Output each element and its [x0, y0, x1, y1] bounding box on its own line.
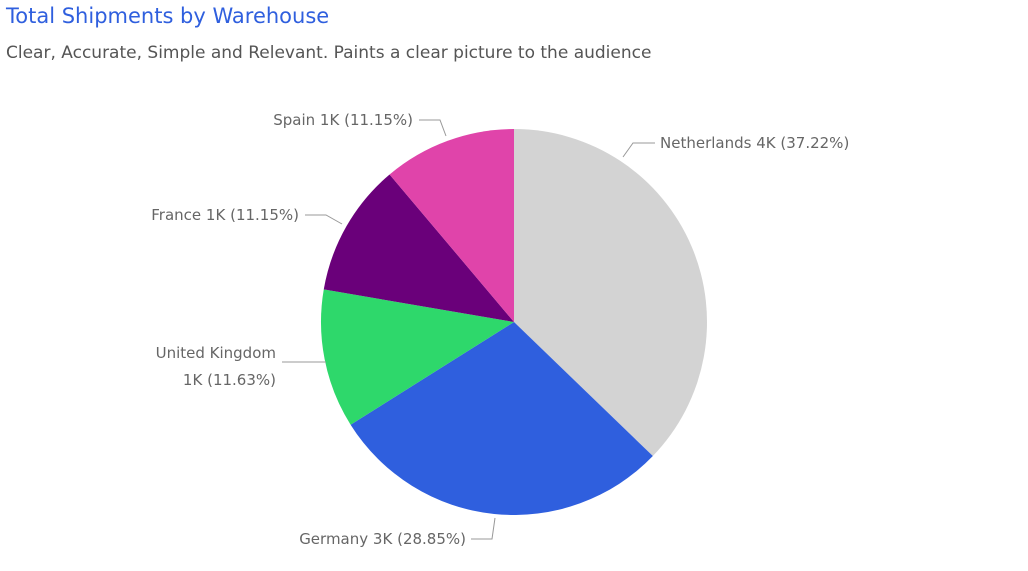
value-label: (28.85%) — [397, 530, 466, 548]
pie-slice — [389, 129, 514, 322]
chart-title: Total Shipments by Warehouse — [5, 4, 329, 28]
leader-line — [419, 119, 447, 137]
value-label: (11.15%) — [230, 206, 299, 224]
count-label: 1K — [183, 371, 204, 389]
category-name: Germany — [299, 530, 368, 548]
category-name: Netherlands — [660, 134, 752, 152]
leader-line — [471, 517, 496, 540]
data-label: France 1K (11.15%) — [151, 206, 299, 224]
data-label: Netherlands 4K (37.22%) — [660, 134, 849, 152]
pie-slice — [350, 322, 653, 515]
chart-subtitle: Clear, Accurate, Simple and Relevant. Pa… — [6, 43, 651, 63]
category-name: France — [151, 206, 201, 224]
count-label: 1K — [320, 111, 341, 129]
value-label: (11.15%) — [344, 111, 413, 129]
category-name: United Kingdom — [156, 344, 276, 362]
pie-slice — [320, 289, 514, 425]
data-label: Germany 3K (28.85%) — [299, 530, 466, 548]
count-label: 3K — [373, 530, 394, 548]
leader-line — [305, 214, 343, 225]
data-label: Spain 1K (11.15%) — [273, 111, 413, 129]
pie-slice — [323, 174, 514, 322]
label-line: 1K (11.63%) — [183, 371, 276, 389]
category-name: Spain — [273, 111, 315, 129]
value-label: (11.63%) — [207, 371, 276, 389]
pie-slice — [514, 129, 707, 457]
value-label: (37.22%) — [780, 134, 849, 152]
data-label: United Kingdom 1K (11.63%) — [156, 344, 276, 389]
leader-line — [622, 142, 655, 158]
count-label: 1K — [206, 206, 227, 224]
count-label: 4K — [756, 134, 777, 152]
